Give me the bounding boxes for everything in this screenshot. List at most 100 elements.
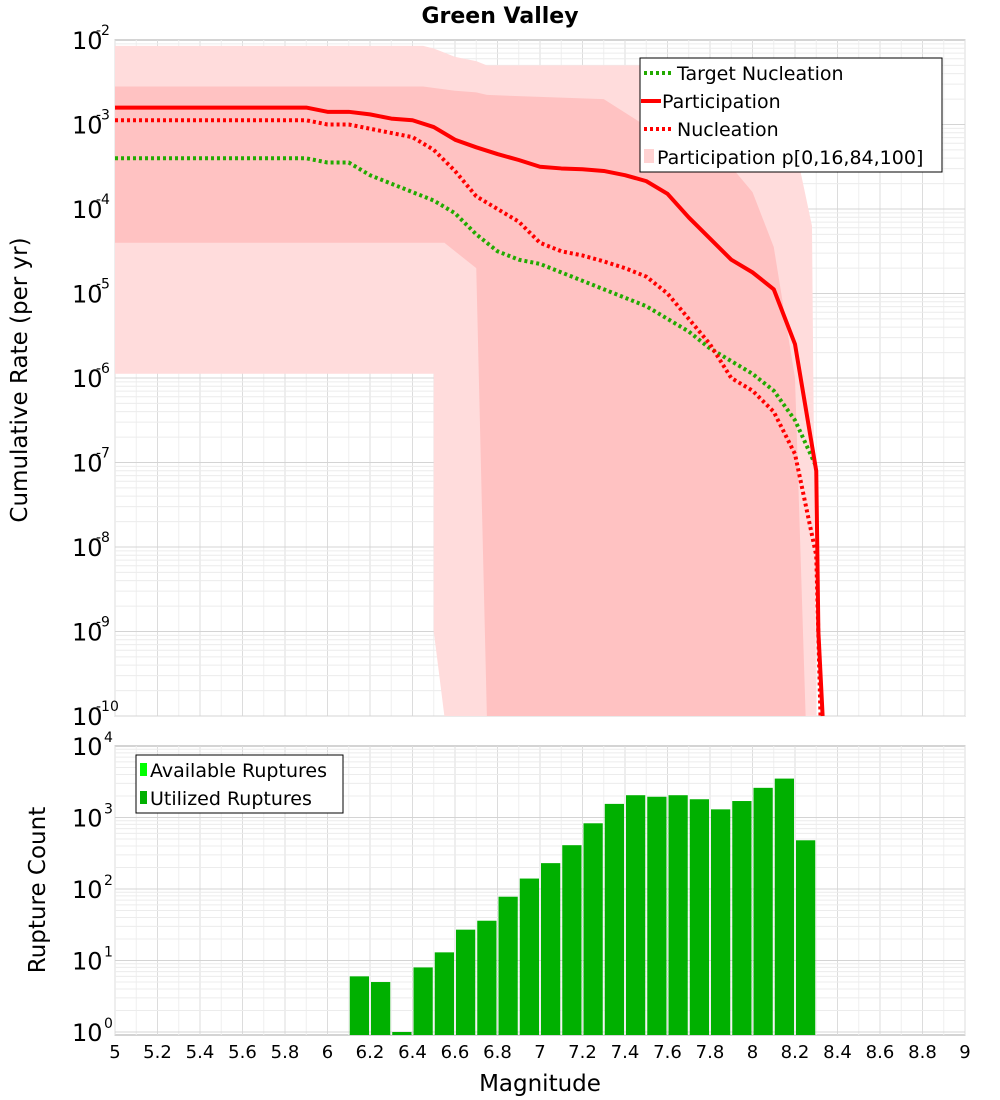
bar-7.15 — [562, 845, 582, 1035]
bar-7.55 — [647, 796, 667, 1035]
y-tick-label: 10 — [72, 703, 103, 731]
y-tick-exponent: 2 — [104, 873, 113, 889]
y-tick-exponent: -8 — [96, 530, 110, 546]
y-tick-label: 10 — [72, 365, 103, 393]
x-tick-label: 6.2 — [356, 1042, 385, 1063]
x-tick-label: 5.8 — [271, 1042, 300, 1063]
bottom-y-axis-label: Rupture Count — [25, 807, 51, 973]
y-tick-label: 10 — [72, 805, 103, 833]
legend-swatch-available — [140, 763, 147, 776]
bottom-legend: Available Ruptures Utilized Ruptures — [135, 754, 344, 814]
x-tick-label: 7.2 — [568, 1042, 597, 1063]
y-tick-exponent: -9 — [96, 615, 110, 631]
x-tick-label: 5.4 — [186, 1042, 215, 1063]
legend-label-target-nucleation: Target Nucleation — [676, 63, 844, 85]
x-tick-label: 6 — [322, 1042, 333, 1063]
x-axis-label: Magnitude — [479, 1071, 601, 1097]
bar-7.65 — [668, 795, 688, 1035]
top-legend: Target Nucleation Participation Nucleati… — [639, 57, 943, 173]
y-tick-exponent: -6 — [96, 361, 110, 377]
y-tick-exponent: -7 — [96, 446, 110, 462]
x-tick-label: 8 — [747, 1042, 758, 1063]
x-tick-label: 7.6 — [653, 1042, 682, 1063]
bar-6.95 — [519, 878, 539, 1035]
bar-6.45 — [413, 967, 433, 1035]
x-tick-label: 8.2 — [781, 1042, 810, 1063]
legend-label-participation-band: Participation p[0,16,84,100] — [657, 147, 923, 169]
bar-6.75 — [477, 920, 497, 1035]
x-tick-label: 8.8 — [908, 1042, 937, 1063]
x-tick-label: 6.8 — [483, 1042, 512, 1063]
bar-7.35 — [604, 803, 624, 1035]
bar-6.15 — [349, 976, 369, 1035]
bar-7.85 — [711, 809, 731, 1035]
x-tick-label: 7 — [534, 1042, 545, 1063]
y-tick-label: 10 — [72, 450, 103, 478]
y-tick-exponent: -3 — [96, 108, 110, 124]
participation-band — [115, 45, 817, 717]
bottom-legend-box — [135, 754, 344, 814]
y-tick-exponent: 1 — [104, 945, 113, 961]
y-tick-exponent: -2 — [96, 23, 110, 39]
x-tick-label: 5.2 — [143, 1042, 172, 1063]
y-tick-label: 10 — [72, 196, 103, 224]
rate-lines — [115, 105, 825, 717]
legend-label-participation: Participation — [662, 91, 781, 113]
y-tick-label: 10 — [72, 112, 103, 140]
y-tick-label: 10 — [72, 733, 103, 761]
bar-6.55 — [434, 952, 454, 1035]
bar-6.65 — [456, 929, 476, 1035]
x-tick-label: 5 — [109, 1042, 120, 1063]
y-tick-label: 10 — [72, 27, 103, 55]
x-tick-label: 9 — [959, 1042, 970, 1063]
y-tick-exponent: 4 — [104, 730, 113, 746]
y-tick-exponent: -10 — [96, 699, 119, 715]
y-tick-label: 10 — [72, 534, 103, 562]
bar-6.25 — [371, 982, 391, 1035]
top-legend-box — [639, 57, 943, 173]
series-nucleation — [115, 118, 823, 717]
x-tick-label: 7.4 — [611, 1042, 640, 1063]
legend-swatch-participation-band — [644, 149, 654, 163]
bar-6.85 — [498, 896, 518, 1035]
legend-label-available: Available Ruptures — [150, 760, 327, 782]
bar-8.25 — [796, 840, 816, 1035]
y-tick-exponent: -5 — [96, 277, 110, 293]
x-ticks: 5 5.2 5.4 5.6 5.8 6 6.2 6.4 6.6 6.8 7 7.2 7.4 7.6 7.8 8… — [109, 1042, 970, 1063]
y-tick-exponent: 0 — [104, 1016, 113, 1032]
y-tick-label: 10 — [72, 948, 103, 976]
bar-8.15 — [774, 778, 794, 1035]
x-tick-label: 6.6 — [441, 1042, 470, 1063]
legend-label-nucleation: Nucleation — [677, 119, 779, 141]
bar-7.75 — [689, 799, 709, 1035]
bar-7.95 — [732, 801, 752, 1035]
y-tick-exponent: 3 — [104, 802, 113, 818]
chart-title: Green Valley — [421, 4, 578, 29]
bar-7.25 — [583, 823, 603, 1035]
x-tick-label: 5.6 — [228, 1042, 257, 1063]
legend-label-utilized: Utilized Ruptures — [150, 788, 312, 810]
y-tick-exponent: -4 — [96, 192, 110, 208]
bar-7.45 — [626, 795, 646, 1035]
bar-8.05 — [753, 787, 773, 1035]
y-tick-label: 10 — [72, 619, 103, 647]
bar-6.35 — [392, 1032, 412, 1035]
x-tick-label: 7.8 — [696, 1042, 725, 1063]
top-y-ticks: 10-210-310-410-510-610-710-810-910-10 — [72, 23, 119, 731]
bottom-grid — [114, 746, 966, 1035]
y-tick-label: 10 — [72, 281, 103, 309]
y-tick-label: 10 — [72, 876, 103, 904]
x-tick-label: 6.4 — [398, 1042, 427, 1063]
top-panel: 10-210-310-410-510-610-710-810-910-10 Gr… — [7, 4, 966, 731]
top-y-axis-label: Cumulative Rate (per yr) — [7, 237, 33, 522]
legend-swatch-utilized — [140, 791, 147, 804]
x-tick-label: 8.4 — [823, 1042, 852, 1063]
band-inner-16-84 — [115, 86, 806, 717]
series-participation — [115, 105, 825, 717]
x-tick-label: 8.6 — [866, 1042, 895, 1063]
bar-7.05 — [541, 863, 561, 1035]
rupture-bars — [349, 778, 816, 1035]
